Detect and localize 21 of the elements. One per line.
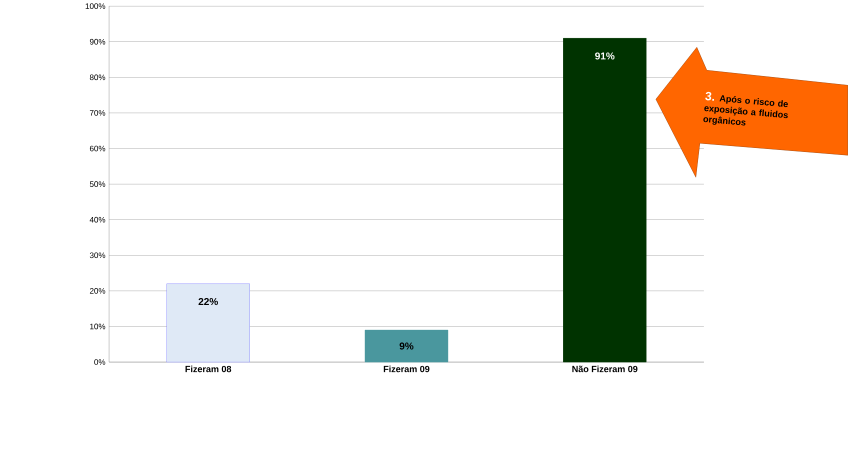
data-label: 91% (595, 52, 615, 60)
y-tick-label: 20% (90, 288, 106, 294)
y-tick-label: 90% (90, 38, 106, 44)
y-tick-label: 70% (90, 110, 106, 116)
y-tick-label: 50% (90, 181, 106, 187)
bar (563, 38, 646, 362)
bar (166, 283, 250, 362)
text: 3. (705, 92, 714, 101)
bar (364, 330, 448, 362)
y-tick-label: 30% (90, 252, 106, 258)
y-tick-label: 40% (90, 216, 106, 222)
y-tick-label: 60% (90, 146, 106, 152)
data-label: 9% (400, 342, 414, 350)
x-tick-label: Não Fizeram 09 (572, 366, 638, 372)
data-label: 22% (198, 298, 218, 306)
x-tick-label: Fizeram 08 (186, 366, 232, 372)
y-tick-label: 0% (94, 359, 106, 365)
y-tick-label: 100% (86, 3, 106, 9)
y-tick-label: 10% (90, 324, 106, 330)
y-tick-label: 80% (90, 74, 106, 80)
x-tick-label: Fizeram 09 (384, 366, 430, 372)
